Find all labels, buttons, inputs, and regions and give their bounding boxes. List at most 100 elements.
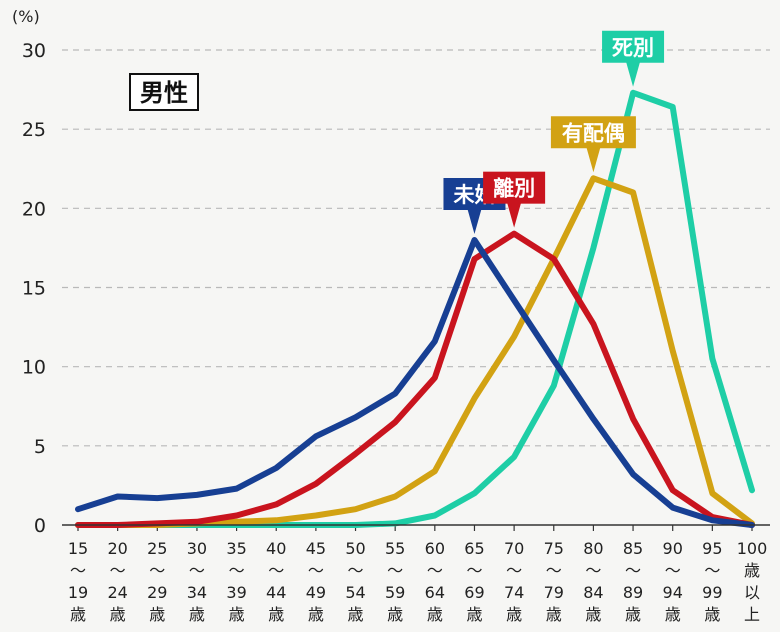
x-tick-label-line: 〜: [625, 561, 641, 580]
series-name-label: 死別: [612, 36, 654, 60]
x-tick-label: 70 〜 74 歳: [504, 525, 524, 624]
x-tick-label-line: 歳: [466, 605, 482, 624]
x-tick-label: 80 〜 84 歳: [583, 525, 604, 624]
x-tick-label-line: 34: [187, 583, 207, 602]
y-axis-ticks: 0 5 10 15 20 25 30: [22, 40, 46, 537]
x-tick-label-line: 74: [504, 583, 524, 602]
x-tick-label-line: 25: [147, 539, 167, 558]
x-tick-label-line: 歳: [506, 605, 522, 624]
x-tick-label-line: 〜: [665, 561, 681, 580]
x-tick-label: 75 〜 79 歳: [544, 525, 564, 624]
x-tick-label-line: 44: [266, 583, 286, 602]
x-tick-label: 25 〜 29 歳: [147, 525, 167, 624]
x-tick-label-line: 95: [702, 539, 722, 558]
x-tick-label: 55 〜 59 歳: [385, 525, 405, 624]
x-tick-label-line: 15: [68, 539, 88, 558]
x-tick-label-line: 75: [544, 539, 564, 558]
x-tick-label-line: 29: [147, 583, 167, 602]
x-tick-label-line: 〜: [308, 561, 324, 580]
callout-box: [483, 171, 546, 204]
x-tick-label-line: 100: [737, 539, 768, 558]
x-tick-label-line: 19: [68, 583, 88, 602]
x-tick-label-line: 79: [544, 583, 564, 602]
y-tick-label: 25: [22, 119, 46, 141]
x-tick-label-line: 69: [464, 583, 484, 602]
x-tick-label-line: 歳: [427, 605, 443, 624]
x-tick-label-line: 〜: [704, 561, 720, 580]
chart-title-box: 男性: [129, 73, 199, 111]
x-tick-label: 45 〜 49 歳: [306, 525, 326, 624]
y-tick-label: 20: [22, 198, 46, 220]
x-tick-label-line: 歳: [149, 605, 165, 624]
x-tick-label-line: 以: [744, 583, 760, 602]
x-tick-label-line: 20: [107, 539, 127, 558]
x-tick-label: 30 〜 34 歳: [187, 525, 207, 624]
x-tick-label-line: 歳: [110, 605, 126, 624]
x-tick-label-line: 85: [623, 539, 643, 558]
x-tick-label-line: 90: [663, 539, 683, 558]
x-tick-label-line: 〜: [546, 561, 562, 580]
x-tick-label-line: 55: [385, 539, 405, 558]
series-line-0: [75, 237, 755, 528]
x-tick-label-line: 歳: [189, 605, 205, 624]
x-tick-label-line: 〜: [149, 561, 165, 580]
x-tick-label-line: 歳: [308, 605, 324, 624]
y-tick-label: 30: [22, 40, 46, 62]
x-tick-label-line: 〜: [229, 561, 245, 580]
x-tick-label-line: 89: [623, 583, 643, 602]
series-callout-3: 死別: [602, 30, 665, 87]
series-line-3: [75, 89, 755, 528]
x-tick-label-line: 24: [107, 583, 127, 602]
callout-box: [550, 116, 636, 149]
x-tick-label-line: 〜: [387, 561, 403, 580]
series-lines: [75, 89, 755, 528]
x-tick-label-line: 〜: [189, 561, 205, 580]
x-tick-label: 85 〜 89 歳: [623, 525, 643, 624]
x-tick-label-line: 歳: [268, 605, 284, 624]
x-tick-label-line: 〜: [110, 561, 126, 580]
x-tick-label-line: 歳: [744, 561, 760, 580]
x-tick-label-line: 歳: [625, 605, 641, 624]
x-tick-label: 35 〜 39 歳: [226, 525, 247, 624]
callout-pointer: [507, 202, 522, 228]
x-tick-label-line: 〜: [348, 561, 364, 580]
x-tick-label-line: 54: [345, 583, 365, 602]
x-tick-label-line: 50: [345, 539, 365, 558]
x-tick-label-line: 64: [425, 583, 445, 602]
x-tick-label: 20 〜 24 歳: [107, 525, 128, 624]
x-tick-label-line: 〜: [466, 561, 482, 580]
y-axis-unit-label: (%): [12, 7, 40, 26]
x-tick-label-line: 歳: [70, 605, 86, 624]
x-tick-label: 90 〜 94 歳: [663, 525, 683, 624]
x-tick-label-line: 84: [583, 583, 603, 602]
x-tick-label: 50 〜 54 歳: [345, 525, 366, 624]
x-tick-label: 100 歳以上: [737, 525, 768, 624]
x-tick-label-line: 39: [226, 583, 246, 602]
x-tick-label-line: 59: [385, 583, 405, 602]
y-tick-label: 10: [22, 357, 46, 379]
x-tick-label: 65 〜 69 歳: [464, 525, 485, 624]
x-tick-label-line: 〜: [506, 561, 522, 580]
series-callout-2: 有配偶: [550, 116, 636, 173]
x-tick-label-line: 歳: [229, 605, 245, 624]
x-tick-label-line: 80: [583, 539, 603, 558]
series-name-label: 離別: [493, 177, 535, 201]
x-tick-label-line: 60: [425, 539, 445, 558]
x-tick-label-line: 〜: [70, 561, 86, 580]
series-line-2: [75, 175, 755, 528]
x-tick-label-line: 49: [306, 583, 326, 602]
series-line-1: [75, 230, 755, 528]
callout-box: [602, 30, 665, 63]
x-tick-label-line: 歳: [348, 605, 364, 624]
x-tick-label: 95 〜 99 歳: [702, 525, 723, 624]
x-tick-label-line: 歳: [585, 605, 601, 624]
x-tick-label-line: 〜: [268, 561, 284, 580]
x-tick-label-line: 歳: [387, 605, 403, 624]
x-tick-label-line: 上: [744, 605, 760, 624]
y-tick-label: 15: [22, 278, 46, 300]
x-axis-ticks: 15〜19歳20〜24歳25〜29歳30〜34歳35〜39歳40〜44歳45〜4…: [68, 525, 767, 624]
x-tick-label-line: 35: [226, 539, 246, 558]
y-tick-label: 5: [34, 436, 46, 458]
callout-pointer: [626, 61, 641, 87]
